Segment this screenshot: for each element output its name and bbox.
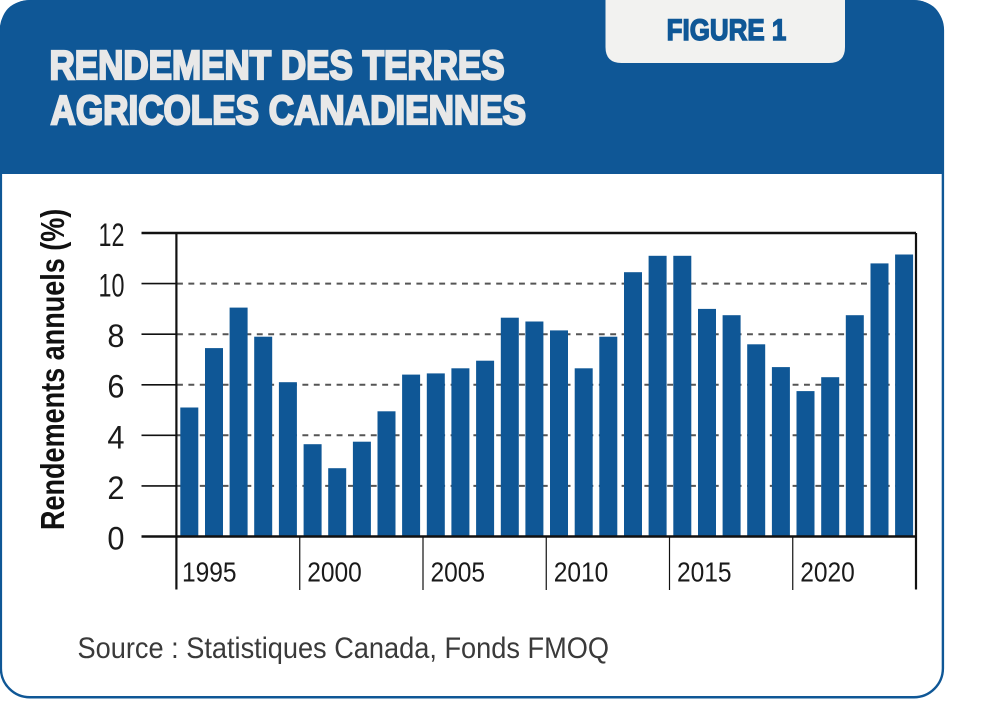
svg-text:Rendements annuels (%): Rendements annuels (%) bbox=[34, 209, 71, 530]
svg-text:2015: 2015 bbox=[677, 556, 732, 588]
svg-text:1995: 1995 bbox=[182, 556, 237, 588]
svg-text:12: 12 bbox=[99, 216, 125, 253]
svg-text:2020: 2020 bbox=[800, 556, 855, 588]
svg-text:6: 6 bbox=[107, 368, 124, 405]
svg-text:FIGURE 1: FIGURE 1 bbox=[667, 13, 787, 46]
svg-text:Source : Statistiques Canada,: Source : Statistiques Canada, Fonds FMOQ bbox=[78, 632, 609, 666]
svg-text:RENDEMENT DES TERRES: RENDEMENT DES TERRES bbox=[50, 44, 505, 89]
svg-text:AGRICOLES CANADIENNES: AGRICOLES CANADIENNES bbox=[51, 89, 527, 134]
svg-text:0: 0 bbox=[107, 520, 124, 557]
svg-text:2000: 2000 bbox=[307, 556, 362, 588]
svg-text:4: 4 bbox=[107, 419, 124, 456]
svg-text:8: 8 bbox=[107, 317, 124, 354]
svg-text:2005: 2005 bbox=[431, 556, 486, 588]
svg-text:2010: 2010 bbox=[554, 556, 609, 588]
svg-text:10: 10 bbox=[99, 267, 125, 304]
svg-text:2: 2 bbox=[107, 469, 124, 506]
